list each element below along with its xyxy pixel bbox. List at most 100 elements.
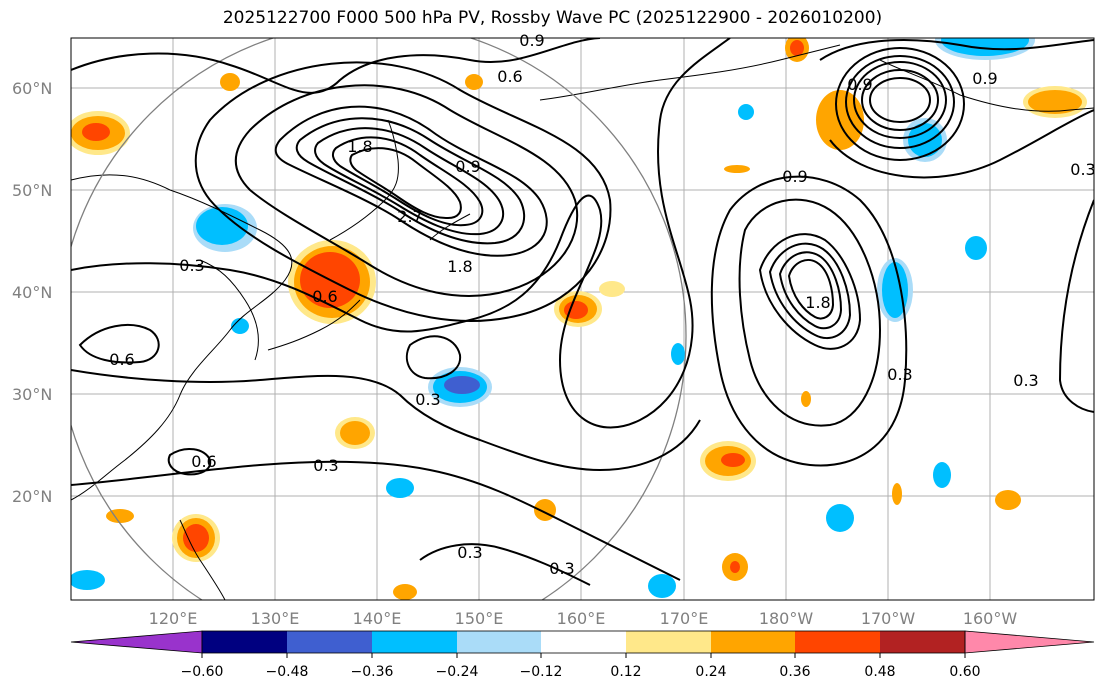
anomaly-175e-core — [721, 453, 745, 467]
colorbar-tick-label: −0.12 — [520, 664, 563, 680]
anomaly-aleutian-neg — [908, 123, 942, 157]
anomaly-small-10 — [738, 104, 754, 120]
anomaly-150e-core — [444, 376, 480, 394]
lat-tick: 60°N — [12, 79, 52, 98]
map-frame — [70, 37, 1095, 601]
anomaly-top-pos-core — [790, 40, 804, 56]
colorbar-segment — [541, 631, 626, 653]
lon-tick: 160°W — [963, 609, 1018, 628]
contour-label: 0.6 — [191, 452, 216, 471]
contour-label: 0.3 — [457, 543, 482, 562]
anomaly-small-5 — [648, 574, 676, 598]
contour-label: 0.3 — [549, 559, 574, 578]
contour-label: 0.3 — [887, 365, 912, 384]
lat-tick: 20°N — [12, 487, 52, 506]
contour-label: 0.3 — [415, 390, 440, 409]
colorbar-tick-label: −0.36 — [351, 664, 394, 680]
lat-tick: 50°N — [12, 181, 52, 200]
anomaly-small-4-core — [730, 561, 740, 573]
anomaly-small-21 — [393, 584, 417, 600]
coastlines — [71, 44, 1094, 600]
colorbar-segment — [711, 631, 795, 653]
contour-label: 0.9 — [519, 31, 544, 50]
contour-label: 0.6 — [497, 67, 522, 86]
anomaly-small-2 — [386, 478, 414, 498]
anomaly-small-19 — [892, 483, 902, 505]
contour-label: 0.3 — [1070, 160, 1095, 179]
colorbar: −0.60 −0.48 −0.36 −0.24 −0.12 0.12 0.24 … — [70, 630, 1095, 680]
anomaly-170w — [882, 262, 908, 318]
anomaly-small-16 — [671, 343, 685, 365]
lon-tick: 180°W — [759, 609, 814, 628]
colorbar-arrow-left — [70, 630, 203, 654]
contour-labels: 0.9 0.6 1.8 0.9 2.7 0.9 1.8 0.9 0.3 0.6 … — [109, 31, 1095, 578]
colorbar-segment — [626, 631, 711, 653]
anomaly-small-15 — [933, 462, 951, 488]
anomaly-ne — [1028, 90, 1082, 114]
anomaly-nw-core — [82, 123, 110, 141]
lon-tick: 140°E — [353, 609, 402, 628]
colorbar-tick-label: 0.48 — [864, 664, 895, 680]
contour-label: 1.8 — [805, 293, 830, 312]
lat-tick: 40°N — [12, 283, 52, 302]
anomaly-small-18 — [724, 165, 750, 173]
contour-label: 1.8 — [447, 257, 472, 276]
anomaly-small-7 — [826, 504, 854, 532]
anomaly-small-1-core — [340, 421, 370, 445]
colorbar-outline — [201, 630, 966, 654]
anomaly-small-8 — [995, 490, 1021, 510]
lon-tick: 150°E — [455, 609, 504, 628]
anomaly-small-12 — [220, 73, 240, 91]
colorbar-segment — [202, 631, 287, 653]
rossby-wave-domain-circle — [71, 38, 687, 600]
anomaly-small-17 — [231, 318, 249, 334]
pv-contours — [71, 38, 1094, 586]
anomaly-aleutian-pos — [816, 90, 864, 150]
lon-tick: 170°E — [660, 609, 709, 628]
contour-label: 0.9 — [782, 167, 807, 186]
colorbar-tick-label: 0.36 — [779, 664, 810, 680]
colorbar-segment — [457, 631, 541, 653]
anomaly-small-13 — [465, 74, 483, 90]
contour-label: 0.9 — [972, 69, 997, 88]
anomaly-china-core — [196, 207, 248, 245]
anomaly-small-9 — [965, 236, 987, 260]
anomaly-philippines-core — [183, 524, 209, 552]
lon-tick: 130°E — [251, 609, 300, 628]
gridlines — [71, 38, 1094, 600]
anomaly-small-20 — [801, 391, 811, 407]
latitude-labels: 60°N 50°N 40°N 30°N 20°N — [12, 79, 52, 506]
lon-tick: 170°W — [861, 609, 916, 628]
colorbar-tick-label: −0.24 — [436, 664, 479, 680]
pv-anomaly-shading — [71, 38, 1087, 600]
anomaly-small-11 — [106, 509, 134, 523]
colorbar-tick-label: −0.60 — [181, 664, 224, 680]
colorbar-tick-label: 0.24 — [695, 664, 726, 680]
colorbar-tick-marks — [201, 653, 966, 658]
anomaly-small-14 — [599, 281, 625, 297]
colorbar-segment — [372, 631, 457, 653]
contour-label: 0.6 — [312, 287, 337, 306]
lon-tick: 160°E — [557, 609, 606, 628]
colorbar-tick-label: 0.60 — [949, 664, 980, 680]
colorbar-segment — [880, 631, 965, 653]
contour-label: 0.3 — [313, 456, 338, 475]
colorbar-tick-label: −0.48 — [266, 664, 309, 680]
contour-label: 2.7 — [397, 207, 422, 226]
contour-label: 1.8 — [347, 137, 372, 156]
contour-label: 0.3 — [1013, 371, 1038, 390]
colorbar-tick-label: 0.12 — [610, 664, 641, 680]
contour-label: 0.6 — [109, 350, 134, 369]
lon-tick: 120°E — [149, 609, 198, 628]
colorbar-segment — [287, 631, 372, 653]
colorbar-segment — [795, 631, 880, 653]
contour-label: 0.9 — [455, 157, 480, 176]
anomaly-160e-core — [564, 301, 588, 319]
longitude-labels: 120°E 130°E 140°E 150°E 160°E 170°E 180°… — [149, 609, 1018, 628]
anomaly-small-3 — [534, 499, 556, 521]
contour-label: 0.9 — [847, 75, 872, 94]
anomaly-small-6 — [71, 570, 105, 590]
map-title: 2025122700 F000 500 hPa PV, Rossby Wave … — [222, 8, 883, 28]
colorbar-arrow-right — [964, 630, 1095, 654]
contour-label: 0.3 — [179, 256, 204, 275]
